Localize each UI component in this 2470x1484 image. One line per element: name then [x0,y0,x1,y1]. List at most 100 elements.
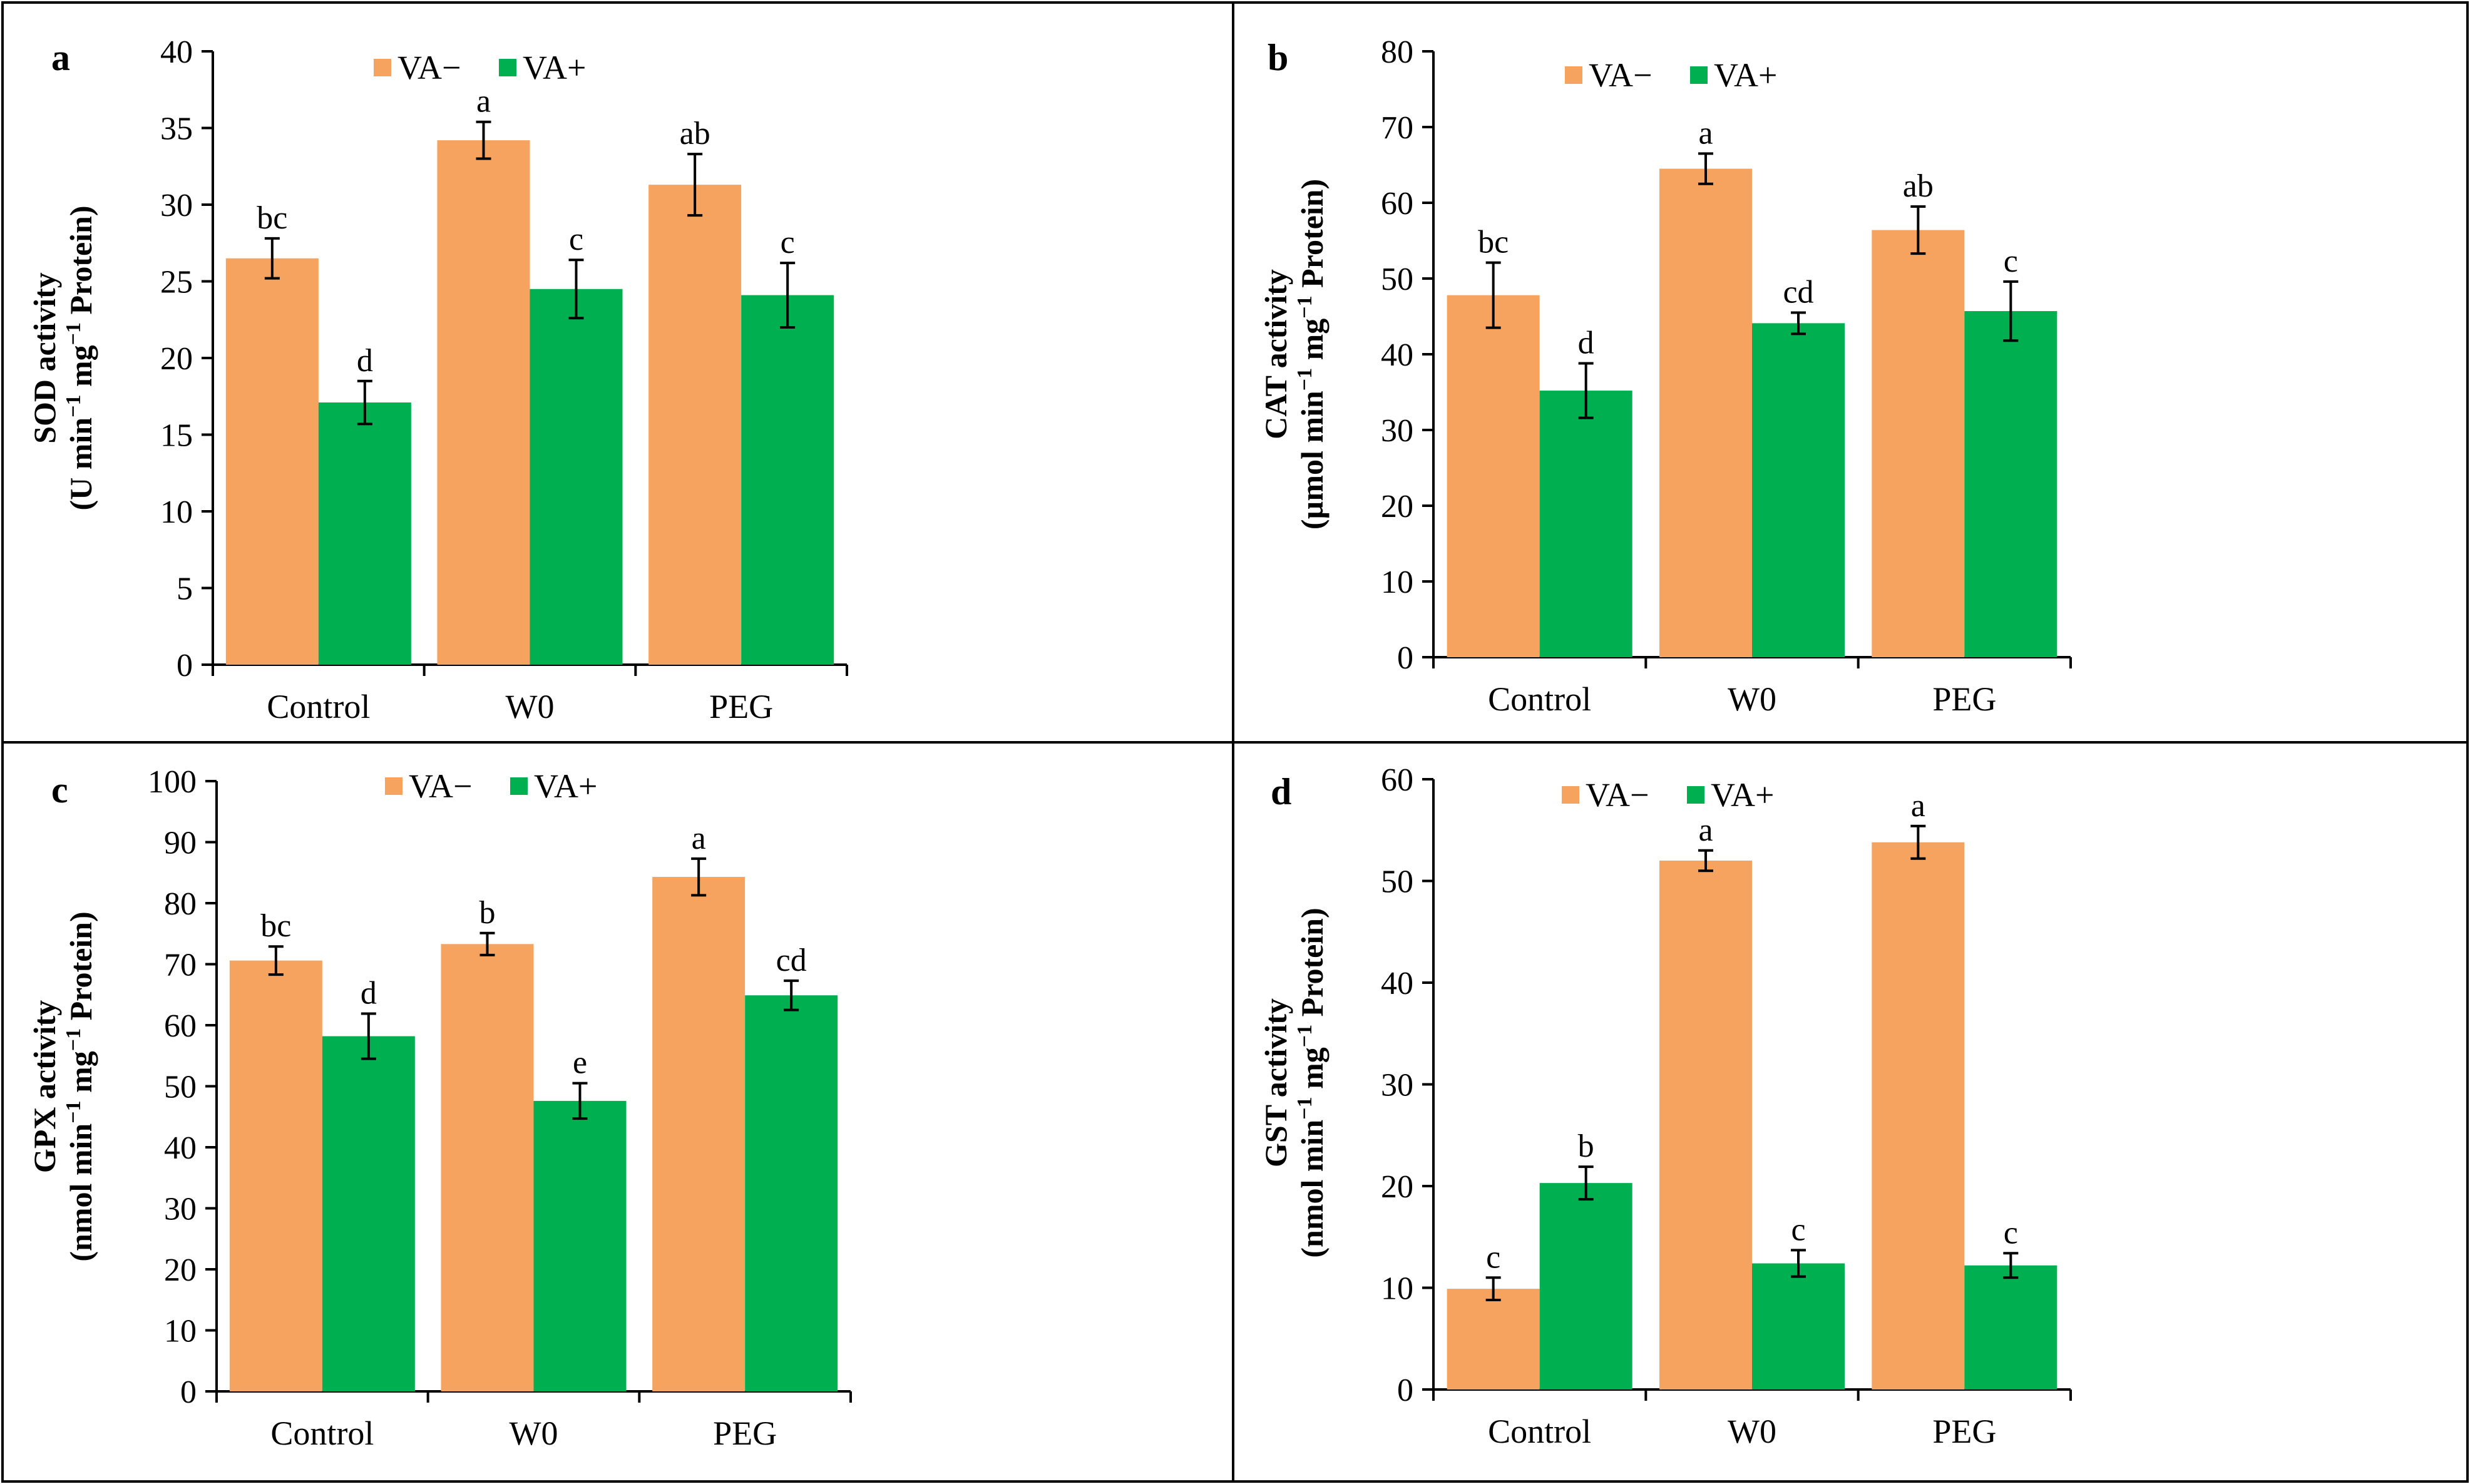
significance-letter: d [1578,325,1594,361]
significance-letter: d [357,343,373,379]
bar-va-plus-control [1539,391,1632,657]
panel-letter: b [1268,37,1288,78]
y-axis-title-superscript: −1 [62,1028,85,1051]
bar-va-plus-w0 [1752,1263,1845,1389]
legend: VA− VA+ [385,767,598,805]
x-category-label: Control [267,688,370,725]
y-tick-label: 25 [160,265,193,300]
x-category-label: W0 [510,1415,558,1452]
significance-letter: b [1578,1128,1594,1164]
significance-letter: bc [257,200,287,236]
legend-label-va-plus: VA+ [534,767,598,805]
bar-va-minus-peg [1872,230,1965,657]
y-axis-title-line2: (nmol min−1 mg−1 Protein) [1293,908,1330,1257]
y-tick-label: 30 [160,188,193,223]
y-tick-label: 30 [164,1192,197,1227]
y-axis-title-superscript: −1 [1293,295,1316,318]
significance-letter: c [2004,1215,2018,1251]
bar-va-minus-w0 [441,944,534,1391]
significance-letter: c [2004,243,2018,279]
y-axis-title-line1: CAT activity [1258,269,1293,439]
y-tick-label: 10 [160,494,193,530]
significance-letter: a [1698,812,1713,848]
y-tick-label: 10 [1381,565,1413,600]
x-category-label: W0 [506,688,555,725]
y-tick-label: 30 [1381,413,1413,449]
significance-letter: cd [1783,274,1813,310]
significance-letter: cd [776,943,807,978]
bar-va-minus-w0 [1659,861,1752,1389]
y-axis-title-superscript: −1 [1293,1097,1316,1119]
y-tick-label: 90 [164,826,197,861]
y-axis-title-part: Protein) [63,911,98,1028]
bar-va-plus-w0 [530,289,623,665]
legend-swatch-va-plus [499,59,516,76]
x-category-label: PEG [1932,680,1996,718]
legend-label-va-minus: VA− [397,49,461,86]
y-axis-title-part: mg [63,345,98,394]
y-axis-title-part: mg [1294,1047,1330,1097]
y-tick-label: 0 [1397,1373,1413,1408]
significance-letter: a [692,821,706,856]
y-tick-label: 80 [164,886,197,922]
legend: VA− VA+ [1565,56,1778,94]
significance-letter: c [1486,1239,1500,1275]
y-tick-label: 50 [164,1070,197,1105]
y-tick-label: 70 [1381,110,1413,146]
y-tick-label: 20 [1381,489,1413,525]
y-axis-title-part: Protein) [1294,908,1330,1025]
y-axis-title-superscript: −1 [62,395,85,417]
significance-letter: a [1698,115,1713,151]
y-axis-title-superscript: −1 [62,1100,85,1123]
y-tick-label: 0 [180,1374,197,1410]
significance-letter: ab [1903,168,1934,204]
panel-c: 0 10 20 30 40 50 60 70 80 90 100 Control W0 PEG bc b a d e… [1,741,1234,1483]
x-category-label: PEG [713,1415,777,1452]
bar-va-minus-peg [652,877,746,1391]
y-axis-title-part: (U min [63,417,98,511]
y-axis-title-line2: (nmol min−1 mg−1 Protein) [62,911,99,1261]
y-tick-label: 35 [160,111,193,147]
significance-letter: c [1791,1212,1805,1247]
legend-swatch-va-minus [1562,786,1579,804]
y-tick-label: 10 [164,1314,197,1349]
y-axis-title-part: (nmol min [63,1123,98,1262]
y-tick-label: 20 [160,341,193,377]
significance-letter: b [479,895,496,931]
y-axis-title-line1: GST activity [1258,998,1293,1167]
y-axis-title: GST activity(nmol min−1 mg−1 Protein) [1258,908,1330,1257]
y-tick-label: 40 [164,1130,197,1166]
panel-d: 0 10 20 30 40 50 60 Control W0 PEG c a a b c c d GST acti… [1232,741,2469,1483]
bar-va-plus-peg [1964,311,2057,657]
x-category-label: PEG [1932,1413,1996,1450]
y-tick-label: 70 [164,948,197,983]
bar-va-plus-control [322,1036,415,1391]
y-axis-title-part: mg [1294,319,1330,368]
panel-letter: a [51,37,70,78]
y-axis-title-part: mg [63,1051,98,1100]
y-tick-label: 5 [177,571,193,607]
y-tick-label: 60 [1381,762,1413,798]
y-tick-label: 60 [164,1008,197,1044]
bar-va-plus-peg [745,995,838,1391]
bar-va-plus-w0 [533,1100,627,1391]
y-axis-title-part: (nmol min [1294,1120,1330,1258]
y-tick-label: 20 [164,1252,197,1288]
y-tick-label: 30 [1381,1068,1413,1103]
bar-va-minus-control [229,960,322,1391]
legend-label-va-minus: VA− [1586,776,1649,814]
significance-letter: d [361,975,377,1011]
x-category-label: Control [270,1415,374,1452]
significance-letter: ab [680,116,710,151]
legend-swatch-va-minus [1565,66,1582,84]
y-tick-label: 50 [1381,864,1413,900]
legend-label-va-plus: VA+ [1711,776,1775,814]
x-category-label: Control [1488,680,1591,718]
legend-label-va-minus: VA− [409,767,473,805]
legend-swatch-va-minus [385,777,402,795]
y-axis-title: SOD activity(U min−1 mg−1 Protein) [27,205,98,510]
panel-letter: c [51,769,68,811]
x-category-label: Control [1488,1413,1591,1450]
bar-va-plus-peg [1964,1265,2057,1389]
bar-va-minus-peg [648,185,742,665]
